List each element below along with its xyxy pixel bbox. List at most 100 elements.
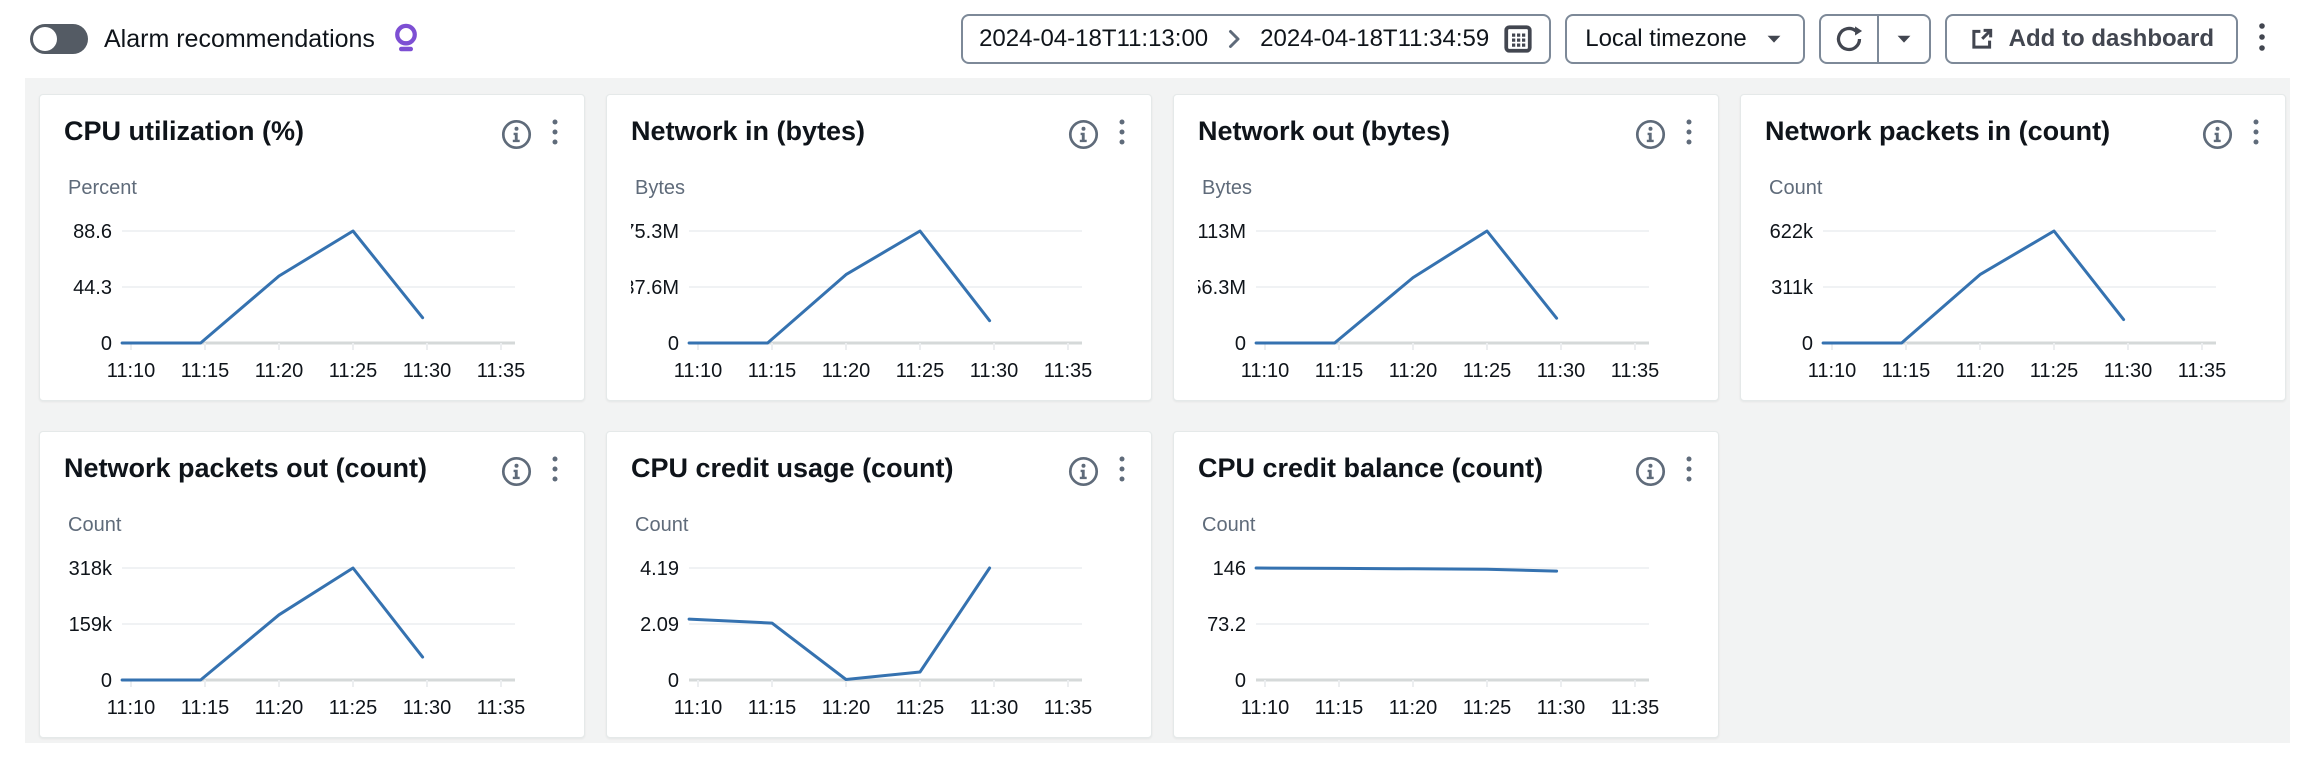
widget-kebab-menu-button[interactable]: [2251, 117, 2261, 151]
svg-text:11:10: 11:10: [1241, 697, 1290, 719]
toolbar-controls: 2024-04-18T11:13:00 2024-04-18T11:34:59: [961, 14, 2272, 64]
chevron-right-icon: [1222, 27, 1246, 51]
widget-title: CPU credit usage (count): [631, 453, 954, 483]
info-button[interactable]: [1068, 456, 1099, 487]
toolbar-kebab-menu-button[interactable]: [2252, 17, 2272, 61]
widget-title: Network packets in (count): [1765, 116, 2111, 146]
svg-text:11:10: 11:10: [1808, 360, 1857, 382]
widget-header: Network in (bytes): [631, 115, 1127, 151]
metric-widget-card: Network in (bytes) Bytes 75.3M 37.6M 0 11:1…: [606, 94, 1152, 401]
toolbar: Alarm recommendations 2024-04-18T11:13:0…: [0, 0, 2316, 78]
widget-actions: [1068, 115, 1127, 151]
info-button[interactable]: [501, 119, 532, 150]
lightbulb-icon[interactable]: [391, 22, 421, 56]
widget-actions: [501, 115, 560, 151]
caret-down-icon: [1893, 28, 1915, 50]
widget-actions: [501, 452, 560, 488]
svg-text:11:10: 11:10: [674, 360, 723, 382]
info-button[interactable]: [1635, 456, 1666, 487]
svg-text:11:25: 11:25: [329, 697, 378, 719]
svg-text:11:25: 11:25: [329, 360, 378, 382]
metric-chart[interactable]: 4.19 2.09 0 11:10 11:15 11:20 11:25 11:30 11:35: [631, 545, 1127, 725]
svg-text:11:15: 11:15: [1882, 360, 1931, 382]
widget-header: CPU credit balance (count): [1198, 452, 1694, 488]
svg-text:11:30: 11:30: [1537, 360, 1586, 382]
svg-text:11:15: 11:15: [181, 697, 230, 719]
time-range-end: 2024-04-18T11:34:59: [1260, 25, 1490, 52]
widget-unit-label: Percent: [68, 177, 137, 199]
add-to-dashboard-button[interactable]: Add to dashboard: [1944, 14, 2238, 64]
widget-unit-label: Count: [635, 514, 689, 536]
info-button[interactable]: [2202, 119, 2233, 150]
widget-header: Network packets in (count): [1765, 115, 2261, 151]
svg-text:11:25: 11:25: [1463, 360, 1512, 382]
widget-kebab-menu-button[interactable]: [1117, 117, 1127, 151]
refresh-button[interactable]: [1818, 14, 1879, 64]
svg-text:11:35: 11:35: [477, 360, 526, 382]
svg-text:11:35: 11:35: [2178, 360, 2227, 382]
info-button[interactable]: [1068, 119, 1099, 150]
metrics-dashboard-area: CPU utilization (%) Percent 88.6 44.3 0 11:…: [25, 78, 2290, 743]
widget-title: CPU utilization (%): [64, 116, 304, 146]
svg-text:11:20: 11:20: [255, 360, 304, 382]
metric-widget-card: CPU utilization (%) Percent 88.6 44.3 0 11:…: [39, 94, 585, 401]
widget-kebab-menu-button[interactable]: [550, 454, 560, 488]
svg-text:0: 0: [1802, 333, 1813, 355]
svg-text:318k: 318k: [69, 558, 113, 580]
alarm-recommendations-toggle-group: Alarm recommendations: [30, 22, 421, 56]
widget-kebab-menu-button[interactable]: [1117, 454, 1127, 488]
svg-text:11:20: 11:20: [1389, 697, 1438, 719]
svg-text:4.19: 4.19: [640, 558, 679, 580]
widget-unit-label: Count: [68, 514, 122, 536]
widget-kebab-menu-button[interactable]: [1684, 454, 1694, 488]
svg-text:11:25: 11:25: [896, 360, 945, 382]
external-link-icon: [1969, 26, 1995, 52]
metric-chart[interactable]: 146 73.2 0 11:10 11:15 11:20 11:25 11:30 11:35: [1198, 545, 1694, 725]
svg-text:0: 0: [1235, 333, 1246, 355]
timezone-select-value: Local timezone: [1585, 25, 1747, 52]
metric-chart[interactable]: 318k 159k 0 11:10 11:15 11:20 11:25 11:30 11:35: [64, 545, 560, 725]
svg-text:11:10: 11:10: [107, 697, 156, 719]
svg-text:0: 0: [668, 670, 679, 692]
svg-text:113M: 113M: [1198, 221, 1246, 243]
svg-text:11:20: 11:20: [1956, 360, 2005, 382]
widget-grid: CPU utilization (%) Percent 88.6 44.3 0 11:…: [39, 94, 2286, 738]
caret-down-icon: [1763, 28, 1785, 50]
svg-text:622k: 622k: [1770, 221, 1814, 243]
time-range-start: 2024-04-18T11:13:00: [979, 25, 1209, 52]
widget-actions: [2202, 115, 2261, 151]
svg-text:0: 0: [101, 333, 112, 355]
calendar-icon[interactable]: [1503, 24, 1533, 54]
widget-kebab-menu-button[interactable]: [550, 117, 560, 151]
svg-text:88.6: 88.6: [73, 221, 112, 243]
alarm-recommendations-toggle[interactable]: [30, 24, 88, 54]
svg-text:146: 146: [1213, 558, 1246, 580]
metric-chart[interactable]: 622k 311k 0 11:10 11:15 11:20 11:25 11:30 11:35: [1765, 208, 2261, 388]
widget-title: Network out (bytes): [1198, 116, 1451, 146]
svg-text:11:35: 11:35: [1611, 697, 1660, 719]
metric-chart[interactable]: 113M 56.3M 0 11:10 11:15 11:20 11:25 11:30 11:35: [1198, 208, 1694, 388]
svg-text:11:25: 11:25: [896, 697, 945, 719]
metric-chart[interactable]: 75.3M 37.6M 0 11:10 11:15 11:20 11:25 11:30 11:3…: [631, 208, 1127, 388]
svg-text:11:35: 11:35: [1044, 360, 1093, 382]
widget-kebab-menu-button[interactable]: [1684, 117, 1694, 151]
widget-header: Network packets out (count): [64, 452, 560, 488]
svg-text:11:15: 11:15: [181, 360, 230, 382]
svg-text:11:15: 11:15: [1315, 697, 1364, 719]
metric-widget-card: CPU credit usage (count) Count 4.19 2.09 0…: [606, 431, 1152, 738]
time-range-picker[interactable]: 2024-04-18T11:13:00 2024-04-18T11:34:59: [961, 14, 1552, 64]
widget-unit-label: Count: [1202, 514, 1256, 536]
refresh-options-button[interactable]: [1876, 14, 1931, 64]
info-button[interactable]: [1635, 119, 1666, 150]
svg-text:11:15: 11:15: [748, 697, 797, 719]
svg-text:11:20: 11:20: [255, 697, 304, 719]
widget-unit-label: Count: [1769, 177, 1823, 199]
svg-text:11:10: 11:10: [674, 697, 723, 719]
metric-chart[interactable]: 88.6 44.3 0 11:10 11:15 11:20 11:25 11:30 11:35: [64, 208, 560, 388]
info-button[interactable]: [501, 456, 532, 487]
svg-text:11:20: 11:20: [822, 697, 871, 719]
svg-text:159k: 159k: [69, 614, 113, 636]
svg-text:11:35: 11:35: [1044, 697, 1093, 719]
timezone-select[interactable]: Local timezone: [1565, 14, 1805, 64]
svg-text:11:25: 11:25: [2030, 360, 2079, 382]
